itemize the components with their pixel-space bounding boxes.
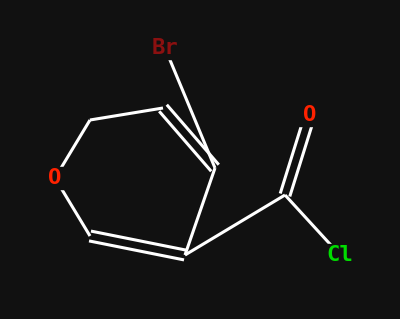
Text: Cl: Cl: [327, 245, 353, 265]
Text: O: O: [48, 168, 62, 188]
Text: O: O: [303, 105, 317, 125]
Text: Br: Br: [152, 38, 178, 58]
Bar: [325, 244, 355, 266]
Bar: [44, 167, 66, 189]
Bar: [299, 104, 321, 126]
Bar: [147, 37, 183, 59]
